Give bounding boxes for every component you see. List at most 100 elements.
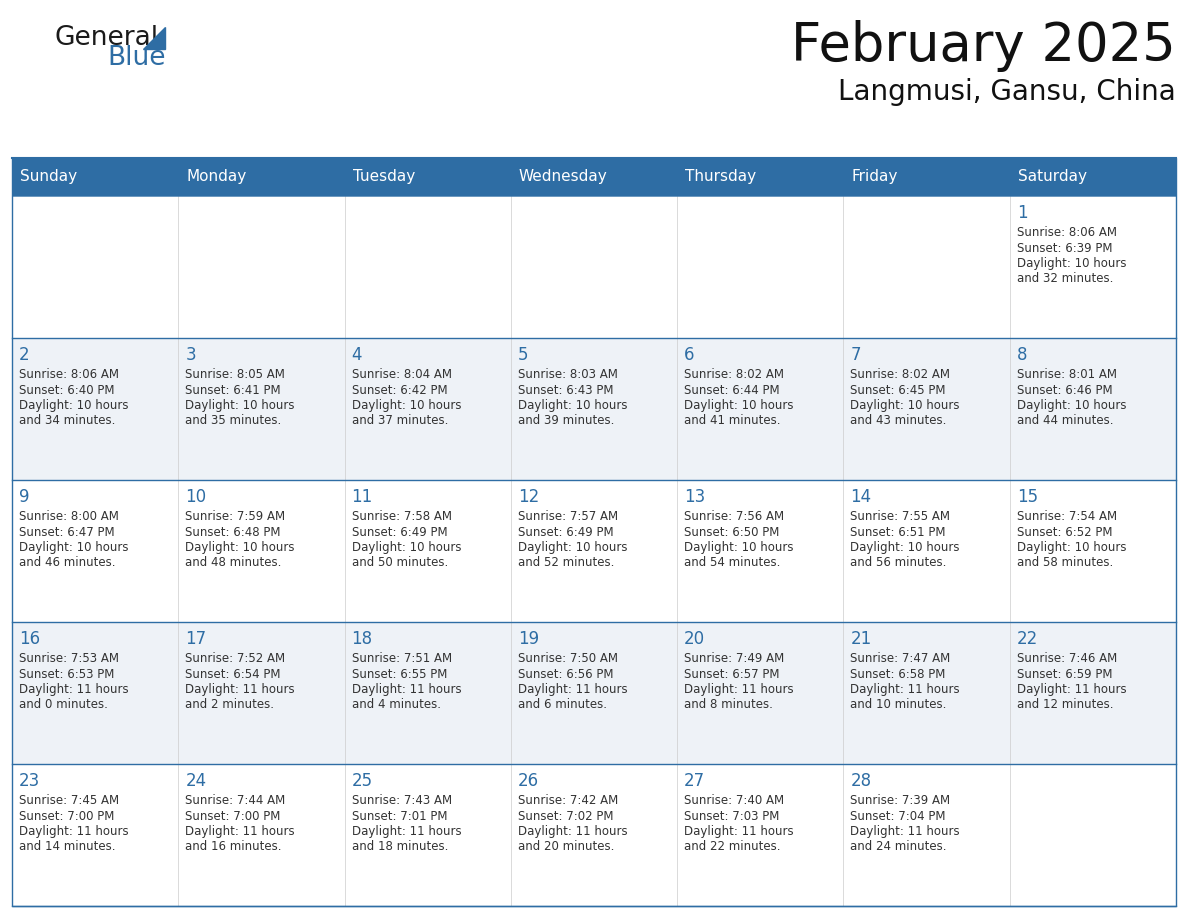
Text: Langmusi, Gansu, China: Langmusi, Gansu, China: [839, 78, 1176, 106]
Text: 16: 16: [19, 630, 40, 648]
Text: Daylight: 11 hours: Daylight: 11 hours: [185, 683, 295, 696]
Text: Sunset: 6:45 PM: Sunset: 6:45 PM: [851, 384, 946, 397]
Text: 12: 12: [518, 488, 539, 506]
Text: Saturday: Saturday: [1018, 170, 1087, 185]
Text: and 4 minutes.: and 4 minutes.: [352, 699, 441, 711]
Text: 15: 15: [1017, 488, 1038, 506]
Text: and 2 minutes.: and 2 minutes.: [185, 699, 274, 711]
Text: and 50 minutes.: and 50 minutes.: [352, 556, 448, 569]
Text: Sunset: 7:04 PM: Sunset: 7:04 PM: [851, 810, 946, 823]
Text: Sunrise: 7:40 AM: Sunrise: 7:40 AM: [684, 794, 784, 807]
Text: 19: 19: [518, 630, 539, 648]
Text: 13: 13: [684, 488, 706, 506]
Text: Daylight: 10 hours: Daylight: 10 hours: [185, 399, 295, 412]
Text: Sunset: 6:55 PM: Sunset: 6:55 PM: [352, 667, 447, 680]
Text: Sunrise: 8:02 AM: Sunrise: 8:02 AM: [851, 368, 950, 381]
Text: Daylight: 11 hours: Daylight: 11 hours: [684, 683, 794, 696]
Text: Sunset: 6:39 PM: Sunset: 6:39 PM: [1017, 241, 1112, 254]
Text: and 22 minutes.: and 22 minutes.: [684, 841, 781, 854]
Text: Sunrise: 7:45 AM: Sunrise: 7:45 AM: [19, 794, 119, 807]
Bar: [12, 480, 1176, 622]
Text: General: General: [55, 25, 159, 51]
Text: Daylight: 10 hours: Daylight: 10 hours: [185, 541, 295, 554]
Text: Sunset: 6:40 PM: Sunset: 6:40 PM: [19, 384, 114, 397]
Text: Friday: Friday: [852, 170, 898, 185]
Text: Sunset: 6:59 PM: Sunset: 6:59 PM: [1017, 667, 1112, 680]
Bar: [12, 158, 1176, 906]
Text: Sunset: 7:02 PM: Sunset: 7:02 PM: [518, 810, 613, 823]
Text: Daylight: 10 hours: Daylight: 10 hours: [1017, 399, 1126, 412]
Bar: [12, 338, 1176, 480]
Text: Sunrise: 7:47 AM: Sunrise: 7:47 AM: [851, 652, 950, 665]
Text: and 24 minutes.: and 24 minutes.: [851, 841, 947, 854]
Text: Sunrise: 7:53 AM: Sunrise: 7:53 AM: [19, 652, 119, 665]
Text: and 46 minutes.: and 46 minutes.: [19, 556, 115, 569]
Text: 25: 25: [352, 772, 373, 790]
Text: Daylight: 11 hours: Daylight: 11 hours: [19, 683, 128, 696]
Text: Sunset: 6:54 PM: Sunset: 6:54 PM: [185, 667, 280, 680]
Text: 2: 2: [19, 346, 30, 364]
Text: Sunset: 6:42 PM: Sunset: 6:42 PM: [352, 384, 447, 397]
Text: 9: 9: [19, 488, 30, 506]
Text: and 14 minutes.: and 14 minutes.: [19, 841, 115, 854]
Text: Sunset: 6:53 PM: Sunset: 6:53 PM: [19, 667, 114, 680]
Text: and 56 minutes.: and 56 minutes.: [851, 556, 947, 569]
Text: and 39 minutes.: and 39 minutes.: [518, 415, 614, 428]
Text: and 52 minutes.: and 52 minutes.: [518, 556, 614, 569]
Text: and 6 minutes.: and 6 minutes.: [518, 699, 607, 711]
Text: and 43 minutes.: and 43 minutes.: [851, 415, 947, 428]
Text: and 18 minutes.: and 18 minutes.: [352, 841, 448, 854]
Text: Sunrise: 7:54 AM: Sunrise: 7:54 AM: [1017, 510, 1117, 523]
Text: Sunset: 6:46 PM: Sunset: 6:46 PM: [1017, 384, 1112, 397]
Text: and 12 minutes.: and 12 minutes.: [1017, 699, 1113, 711]
Text: 17: 17: [185, 630, 207, 648]
Text: Sunrise: 8:00 AM: Sunrise: 8:00 AM: [19, 510, 119, 523]
Text: Sunday: Sunday: [20, 170, 77, 185]
Text: Sunrise: 8:01 AM: Sunrise: 8:01 AM: [1017, 368, 1117, 381]
Text: Sunrise: 7:42 AM: Sunrise: 7:42 AM: [518, 794, 618, 807]
Text: Daylight: 11 hours: Daylight: 11 hours: [352, 825, 461, 838]
Text: Daylight: 11 hours: Daylight: 11 hours: [1017, 683, 1126, 696]
Text: Sunset: 6:57 PM: Sunset: 6:57 PM: [684, 667, 779, 680]
Text: Sunset: 6:43 PM: Sunset: 6:43 PM: [518, 384, 613, 397]
Text: Sunrise: 7:52 AM: Sunrise: 7:52 AM: [185, 652, 285, 665]
Text: and 0 minutes.: and 0 minutes.: [19, 699, 108, 711]
Text: Sunrise: 7:56 AM: Sunrise: 7:56 AM: [684, 510, 784, 523]
Text: Sunset: 6:52 PM: Sunset: 6:52 PM: [1017, 525, 1112, 539]
Text: Daylight: 11 hours: Daylight: 11 hours: [185, 825, 295, 838]
Text: Sunrise: 7:49 AM: Sunrise: 7:49 AM: [684, 652, 784, 665]
Text: Sunrise: 8:06 AM: Sunrise: 8:06 AM: [1017, 226, 1117, 239]
Text: 3: 3: [185, 346, 196, 364]
Text: Tuesday: Tuesday: [353, 170, 415, 185]
Text: Sunset: 7:00 PM: Sunset: 7:00 PM: [185, 810, 280, 823]
Text: 1: 1: [1017, 204, 1028, 222]
Text: Daylight: 10 hours: Daylight: 10 hours: [352, 399, 461, 412]
Text: Daylight: 11 hours: Daylight: 11 hours: [19, 825, 128, 838]
Text: Monday: Monday: [187, 170, 247, 185]
Text: and 35 minutes.: and 35 minutes.: [185, 415, 282, 428]
Text: 21: 21: [851, 630, 872, 648]
Bar: [12, 622, 1176, 764]
Text: Daylight: 10 hours: Daylight: 10 hours: [851, 541, 960, 554]
Text: Wednesday: Wednesday: [519, 170, 607, 185]
Text: Sunset: 6:49 PM: Sunset: 6:49 PM: [518, 525, 613, 539]
Text: Sunset: 7:03 PM: Sunset: 7:03 PM: [684, 810, 779, 823]
Text: and 32 minutes.: and 32 minutes.: [1017, 273, 1113, 285]
Text: Sunrise: 7:50 AM: Sunrise: 7:50 AM: [518, 652, 618, 665]
Text: Sunset: 6:50 PM: Sunset: 6:50 PM: [684, 525, 779, 539]
Text: Daylight: 11 hours: Daylight: 11 hours: [518, 683, 627, 696]
Text: Daylight: 10 hours: Daylight: 10 hours: [1017, 257, 1126, 270]
Text: Daylight: 10 hours: Daylight: 10 hours: [518, 541, 627, 554]
Text: and 58 minutes.: and 58 minutes.: [1017, 556, 1113, 569]
Bar: [12, 158, 1176, 196]
Text: and 10 minutes.: and 10 minutes.: [851, 699, 947, 711]
Text: 7: 7: [851, 346, 861, 364]
Text: 6: 6: [684, 346, 695, 364]
Text: 18: 18: [352, 630, 373, 648]
Text: Sunrise: 7:55 AM: Sunrise: 7:55 AM: [851, 510, 950, 523]
Text: Sunrise: 8:04 AM: Sunrise: 8:04 AM: [352, 368, 451, 381]
Text: and 20 minutes.: and 20 minutes.: [518, 841, 614, 854]
Text: Sunset: 7:00 PM: Sunset: 7:00 PM: [19, 810, 114, 823]
Text: Daylight: 10 hours: Daylight: 10 hours: [684, 399, 794, 412]
Text: Sunset: 6:51 PM: Sunset: 6:51 PM: [851, 525, 946, 539]
